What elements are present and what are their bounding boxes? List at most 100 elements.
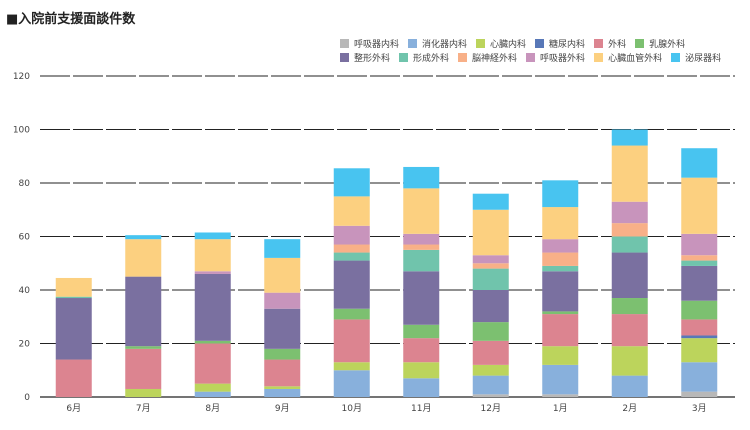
bar-segment xyxy=(403,233,440,245)
bar-segment xyxy=(194,232,231,240)
bar-segment xyxy=(333,308,370,320)
bar-segment xyxy=(194,391,231,397)
x-tick-label: 8月 xyxy=(205,403,220,414)
bar-segment xyxy=(681,177,718,234)
legend-swatch xyxy=(535,38,545,48)
bar-segment xyxy=(194,383,231,392)
legend-label: 呼吸器内科 xyxy=(354,39,400,50)
y-tick-label: 0 xyxy=(24,393,30,403)
legend-item: 整形外科 xyxy=(340,51,390,64)
bar-segment xyxy=(333,252,370,261)
bar-segment xyxy=(472,268,509,290)
bar-segment xyxy=(681,362,718,392)
bar-segment xyxy=(542,311,579,315)
legend-swatch xyxy=(476,38,486,48)
bar-segment xyxy=(264,348,301,360)
legend-swatch xyxy=(594,52,604,62)
bar-segment xyxy=(403,362,440,379)
bar-segment xyxy=(125,346,162,349)
bar-segment xyxy=(611,201,648,224)
legend-item: 糖尿内科 xyxy=(535,37,585,50)
x-tick-label: 7月 xyxy=(136,403,151,414)
y-tick-label: 80 xyxy=(19,179,31,189)
bar-segment xyxy=(681,300,718,320)
bar-segment xyxy=(611,346,648,376)
legend-swatch xyxy=(671,52,681,62)
legend-item: 呼吸器外科 xyxy=(526,51,585,64)
bar-segment xyxy=(611,298,648,315)
bar-segment xyxy=(194,271,231,274)
bar-segment xyxy=(125,235,162,240)
bar-segment xyxy=(333,362,370,371)
bar-segment xyxy=(125,388,162,397)
bar-segment xyxy=(681,260,718,266)
bar-segment xyxy=(55,359,92,397)
legend-item: 外科 xyxy=(594,37,626,50)
legend-item: 消化器内科 xyxy=(408,37,467,50)
legend-swatch xyxy=(340,52,349,62)
bar-segment xyxy=(403,166,440,189)
y-tick-label: 60 xyxy=(19,233,31,243)
bar-segment xyxy=(681,335,718,339)
bar-segment xyxy=(333,225,370,245)
bar-segment xyxy=(333,260,370,309)
x-tick-label: 6月 xyxy=(66,403,81,414)
legend-item: 呼吸器内科 xyxy=(340,37,399,50)
legend-label: 脳神経外科 xyxy=(472,53,518,64)
bar-segment xyxy=(194,340,231,344)
bar-segment xyxy=(472,263,509,269)
bar-segment xyxy=(542,207,579,240)
legend-swatch xyxy=(594,38,604,48)
bar-segment xyxy=(403,188,440,234)
bar-segment xyxy=(403,244,440,250)
bar-segment xyxy=(542,314,579,347)
bar-segment xyxy=(542,364,579,395)
bar-segment xyxy=(611,223,648,237)
bar-segment xyxy=(333,168,370,197)
legend: 呼吸器内科 消化器内科 心臓内科 糖尿内科 外科 乳腺外科 整形外科 形成外科 脳神経外科 呼吸… xyxy=(340,36,750,64)
bar-segment xyxy=(472,364,509,376)
legend-label: 泌尿器科 xyxy=(685,53,722,64)
bar-segment xyxy=(264,388,301,397)
chart-title: ■入院前支援面談件数 xyxy=(6,12,136,27)
legend-item: 形成外科 xyxy=(399,51,449,64)
bar-segment xyxy=(125,348,162,389)
legend-item: 心臓内科 xyxy=(476,37,526,50)
bar-segment xyxy=(333,370,370,397)
legend-item: 泌尿器科 xyxy=(671,51,721,64)
bar-segment xyxy=(403,324,440,339)
bar-segment xyxy=(542,346,579,365)
legend-swatch xyxy=(399,52,409,62)
legend-label: 心臓血管外科 xyxy=(608,53,663,64)
bar-segment xyxy=(681,319,718,336)
bar-segment xyxy=(542,180,579,208)
x-tick-label: 9月 xyxy=(275,403,290,414)
bar-segment xyxy=(542,394,579,397)
bar-segment xyxy=(194,273,231,341)
bar-segment xyxy=(472,290,509,323)
x-tick-label: 3月 xyxy=(692,403,707,414)
bar-segment xyxy=(542,265,579,272)
bar-segment xyxy=(472,340,509,365)
legend-label: 整形外科 xyxy=(354,53,391,64)
legend-label: 乳腺外科 xyxy=(649,39,686,50)
y-tick-label: 120 xyxy=(13,72,30,82)
y-tick-label: 100 xyxy=(13,126,30,136)
legend-label: 呼吸器外科 xyxy=(540,53,586,64)
bar-segment xyxy=(264,308,301,349)
bar-segment xyxy=(264,292,301,309)
bar-segment xyxy=(125,239,162,277)
legend-item: 脳神経外科 xyxy=(458,51,517,64)
bar-segment xyxy=(333,196,370,226)
x-tick-label: 11月 xyxy=(411,403,431,414)
bar-segment xyxy=(542,271,579,312)
legend-swatch xyxy=(340,38,349,48)
x-tick-label: 12月 xyxy=(481,403,501,414)
bar-segment xyxy=(611,375,648,397)
bar-segment xyxy=(472,255,509,264)
bar-segment xyxy=(55,277,92,297)
bar-segment xyxy=(333,319,370,363)
bar-segment xyxy=(681,233,718,256)
bar-segment xyxy=(472,394,509,397)
